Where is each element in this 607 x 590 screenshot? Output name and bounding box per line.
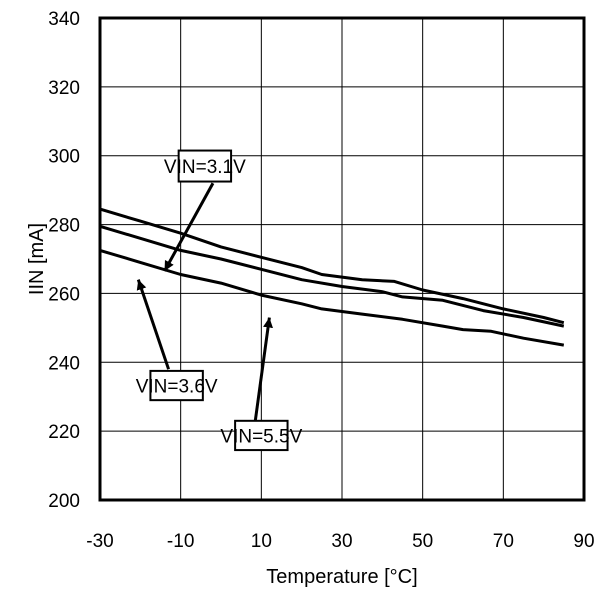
y-axis-label: IIN [mA] — [26, 223, 48, 295]
annotation-label: VIN=3.1V — [164, 157, 246, 178]
y-tick-label: 320 — [48, 78, 80, 99]
annotation-arrow — [136, 279, 170, 370]
y-tick-label: 280 — [48, 216, 80, 237]
annotation-box — [149, 369, 204, 402]
series-line-2 — [99, 224, 565, 328]
x-tick-label: 70 — [493, 531, 514, 552]
annotations: VIN=3.1V VIN=3.6V VIN=5.5V — [136, 149, 303, 452]
x-tick-label: 90 — [573, 531, 594, 552]
y-tick-label: 340 — [48, 9, 80, 30]
annotation-box — [177, 149, 233, 183]
x-axis-label: Temperature [°C] — [266, 566, 417, 588]
y-tick-labels: 200 220 240 260 280 300 320 340 — [48, 9, 80, 512]
annotation-arrow — [253, 317, 273, 422]
plot-frame — [98, 16, 586, 502]
annotation-label: VIN=3.6V — [136, 377, 218, 398]
annotation-box — [234, 419, 289, 452]
x-tick-label: -30 — [86, 531, 113, 552]
x-tick-label: 30 — [331, 531, 352, 552]
x-tick-label: 50 — [412, 531, 433, 552]
annotation-label: VIN=5.5V — [220, 426, 302, 447]
y-tick-label: 260 — [48, 284, 80, 305]
series-line-3 — [99, 248, 565, 347]
y-tick-label: 220 — [48, 422, 80, 443]
x-tick-label: -10 — [167, 531, 194, 552]
y-tick-label: 200 — [48, 491, 80, 512]
series-line-1 — [99, 207, 565, 325]
x-tick-label: 10 — [251, 531, 272, 552]
y-tick-label: 300 — [48, 147, 80, 168]
annotation-arrow — [163, 182, 215, 272]
series-group — [99, 207, 565, 347]
grid — [100, 18, 584, 500]
x-tick-labels: -30 -10 10 30 50 70 90 — [86, 531, 594, 552]
y-tick-label: 240 — [48, 353, 80, 374]
